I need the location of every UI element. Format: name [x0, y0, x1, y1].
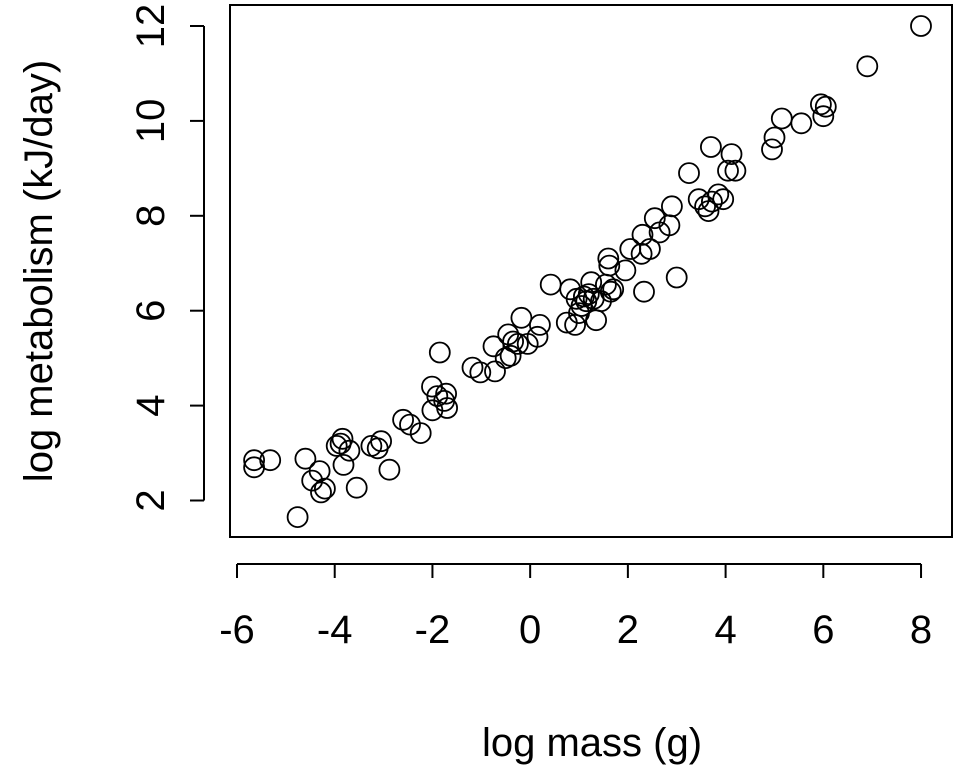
data-point [313, 477, 336, 500]
data-point [573, 285, 595, 308]
y-tick-label: 10 [129, 99, 173, 143]
data-point [510, 306, 533, 329]
data-point [643, 207, 666, 230]
data-point [243, 449, 266, 472]
data-point [665, 266, 688, 289]
data-point [499, 344, 522, 367]
x-tick-label: -4 [317, 608, 353, 652]
data-point [812, 105, 835, 128]
y-tick-label: 2 [129, 489, 173, 511]
data-point [392, 408, 415, 431]
data-point [724, 159, 747, 182]
data-point [435, 382, 458, 405]
data-point [810, 93, 832, 116]
x-tick-label: 8 [910, 608, 932, 652]
x-tick-label: 2 [617, 608, 639, 652]
plot-frame [229, 4, 953, 538]
data-point [707, 183, 730, 206]
data-point [294, 447, 317, 470]
data-point [345, 476, 368, 499]
data-point [529, 313, 551, 336]
data-point [814, 95, 837, 118]
x-tick-label: 0 [519, 608, 541, 652]
data-point [701, 190, 723, 213]
y-tick-label: 8 [129, 205, 173, 227]
data-point [577, 283, 600, 306]
x-axis-title: log mass (g) [482, 721, 702, 765]
data-point [633, 280, 655, 303]
data-point [428, 341, 451, 364]
data-point [661, 195, 683, 218]
data-point [717, 159, 739, 182]
data-point [614, 259, 637, 282]
data-points [243, 15, 932, 528]
x-tick-label: -6 [219, 608, 255, 652]
data-point [580, 271, 603, 294]
data-point [502, 330, 524, 353]
data-point [599, 280, 622, 303]
data-point [597, 247, 620, 270]
data-point [332, 453, 355, 476]
data-point [585, 309, 607, 332]
data-point [598, 254, 621, 277]
data-point [761, 138, 783, 161]
data-point [910, 15, 932, 37]
data-point [370, 430, 393, 453]
data-point [539, 273, 562, 296]
data-point [526, 325, 549, 348]
data-point [631, 223, 654, 246]
data-point [564, 313, 586, 336]
data-point [378, 458, 401, 481]
data-point [678, 162, 700, 185]
data-point [720, 143, 743, 166]
data-point [697, 200, 720, 223]
data-point [763, 126, 786, 149]
y-tick-label: 4 [129, 394, 173, 416]
y-axis-title: log metabolism (kJ/day) [17, 60, 61, 482]
data-point [856, 55, 879, 78]
y-tick-label: 12 [129, 4, 173, 49]
data-point [436, 397, 459, 419]
data-point [469, 361, 492, 384]
x-tick-label: 4 [714, 608, 736, 652]
y-tick-label: 6 [129, 300, 173, 322]
data-point [639, 238, 661, 260]
x-tick-label: 6 [812, 608, 834, 652]
data-point [602, 278, 625, 301]
x-tick-label: -2 [415, 608, 451, 652]
data-point [712, 188, 735, 211]
data-point [409, 422, 432, 445]
data-point [507, 332, 529, 355]
data-point [286, 506, 309, 528]
data-point [331, 427, 354, 450]
y-axis: 2 4 6 8 10 12 [129, 4, 205, 512]
data-point [259, 449, 282, 472]
data-point [770, 107, 793, 130]
data-point [700, 136, 722, 158]
data-point [790, 112, 813, 135]
data-point [619, 238, 642, 260]
data-point [325, 434, 348, 457]
data-point [484, 360, 506, 383]
x-axis: -6 -4 -2 0 2 4 6 8 [219, 563, 932, 652]
data-point [338, 439, 361, 462]
data-point [310, 481, 332, 504]
